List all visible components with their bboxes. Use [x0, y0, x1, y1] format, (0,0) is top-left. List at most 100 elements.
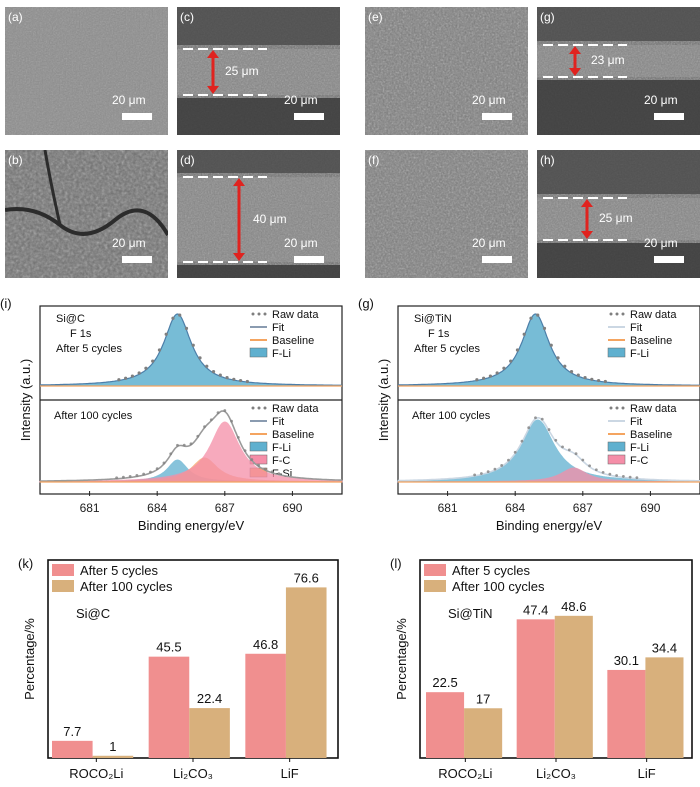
legend-label: After 100 cycles	[452, 579, 545, 594]
raw-data-point	[628, 475, 632, 479]
legend-label: Baseline	[630, 335, 672, 347]
raw-data-point	[178, 313, 182, 317]
chart-subtitle: Si@C	[76, 606, 110, 621]
raw-data-point	[556, 356, 560, 360]
raw-data-point	[176, 443, 179, 447]
x-axis-label: Binding energy/eV	[496, 518, 603, 533]
raw-data-point	[142, 472, 146, 476]
fit-curve	[398, 313, 700, 386]
raw-data-point	[479, 472, 483, 475]
raw-data-point	[493, 467, 497, 471]
panel-label: (h)	[540, 153, 555, 167]
raw-data-point	[182, 443, 186, 447]
legend-raw-marker	[621, 406, 625, 410]
raw-data-point	[515, 348, 520, 352]
raw-data-point	[601, 471, 605, 474]
spectrum-label: After 100 cycles	[412, 410, 491, 422]
raw-data-point	[513, 450, 517, 454]
panel-label: (k)	[18, 556, 33, 571]
bar	[607, 669, 646, 758]
raw-data-point	[128, 475, 132, 478]
x-tick-label: 684	[505, 501, 525, 515]
scale-bar-label: 20 μm	[472, 93, 506, 107]
legend-label: Baseline	[272, 335, 314, 347]
raw-data-point	[164, 332, 168, 336]
legend-label: Fit	[272, 322, 284, 334]
raw-data-point	[475, 378, 479, 382]
legend-label: Fit	[272, 416, 284, 428]
category-label: LiF	[638, 766, 656, 781]
legend-label: After 5 cycles	[452, 563, 531, 578]
raw-data-point	[238, 378, 243, 383]
xps-panel: 681 684 687 690 Binding energy/eV Intensity (…	[0, 296, 343, 533]
raw-data-point	[223, 409, 227, 412]
f-li-peak	[40, 314, 342, 386]
legend-swatch	[424, 564, 446, 576]
f-li-peak	[398, 314, 700, 386]
bar-value-label: 30.1	[614, 653, 639, 668]
raw-data-point	[191, 343, 195, 347]
sem-image	[177, 7, 340, 135]
raw-data-point	[527, 426, 531, 430]
legend-label: F-Li	[630, 442, 649, 454]
raw-data-point	[121, 475, 125, 479]
raw-data-point	[608, 472, 612, 476]
scale-bar-label: 20 μm	[112, 236, 146, 250]
raw-data-point	[205, 364, 209, 368]
raw-data-point	[520, 439, 524, 443]
legend-raw-marker	[615, 312, 619, 316]
scale-bar	[294, 256, 324, 263]
raw-data-point	[603, 379, 607, 384]
raw-data-point	[590, 377, 594, 381]
y-axis-label: Percentage/%	[394, 618, 409, 700]
raw-data-point	[529, 316, 533, 320]
raw-data-point	[502, 366, 506, 370]
thickness-label: 25 μm	[225, 64, 259, 78]
raw-data-point	[561, 445, 564, 449]
raw-data-point	[621, 475, 625, 478]
raw-data-point	[198, 356, 202, 360]
raw-data-point	[209, 418, 213, 422]
legend-swatch	[607, 441, 626, 452]
bar-value-label: 47.4	[523, 602, 548, 617]
raw-data-point	[171, 316, 175, 320]
material-label: Si@C	[56, 313, 85, 325]
raw-data-point	[574, 452, 578, 456]
scale-bar	[294, 113, 324, 120]
bar-value-label: 17	[476, 691, 490, 706]
raw-data-point	[277, 472, 281, 476]
bar-value-label: 46.8	[253, 637, 278, 652]
spectrum-label: After 5 cycles	[414, 343, 481, 355]
raw-data-point	[540, 417, 544, 421]
x-tick-label: 681	[80, 501, 100, 515]
bar	[554, 615, 593, 758]
legend-label: Raw data	[272, 403, 319, 415]
raw-data-point	[230, 419, 233, 423]
panel-label: (b)	[8, 153, 23, 167]
raw-data-point	[216, 411, 220, 415]
legend-raw-marker	[257, 406, 261, 410]
bar-value-label: 34.4	[652, 640, 677, 655]
bar	[464, 708, 503, 758]
bar	[426, 692, 465, 758]
legend-label: F-C	[630, 455, 648, 467]
raw-data-point	[250, 458, 254, 461]
sem-panel: (f) 20 μm	[365, 150, 528, 278]
legend-swatch	[607, 347, 626, 358]
raw-data-point	[495, 371, 499, 375]
scale-bar-label: 20 μm	[284, 93, 318, 107]
raw-data-point	[232, 377, 236, 381]
raw-data-point	[130, 374, 135, 378]
scale-bar-label: 20 μm	[644, 236, 678, 250]
scale-bar	[482, 113, 512, 120]
raw-data-point	[567, 448, 571, 452]
panel-label: (f)	[368, 153, 380, 167]
bar	[189, 708, 230, 758]
legend-raw-marker	[609, 312, 613, 316]
legend-swatch	[249, 347, 268, 358]
sem-panel: (a) 20 μm	[5, 7, 168, 135]
x-tick-label: 687	[215, 501, 235, 515]
scale-bar	[482, 256, 512, 263]
xps-panel: 681 684 687 690 Binding energy/eV Intensity (…	[358, 296, 700, 533]
